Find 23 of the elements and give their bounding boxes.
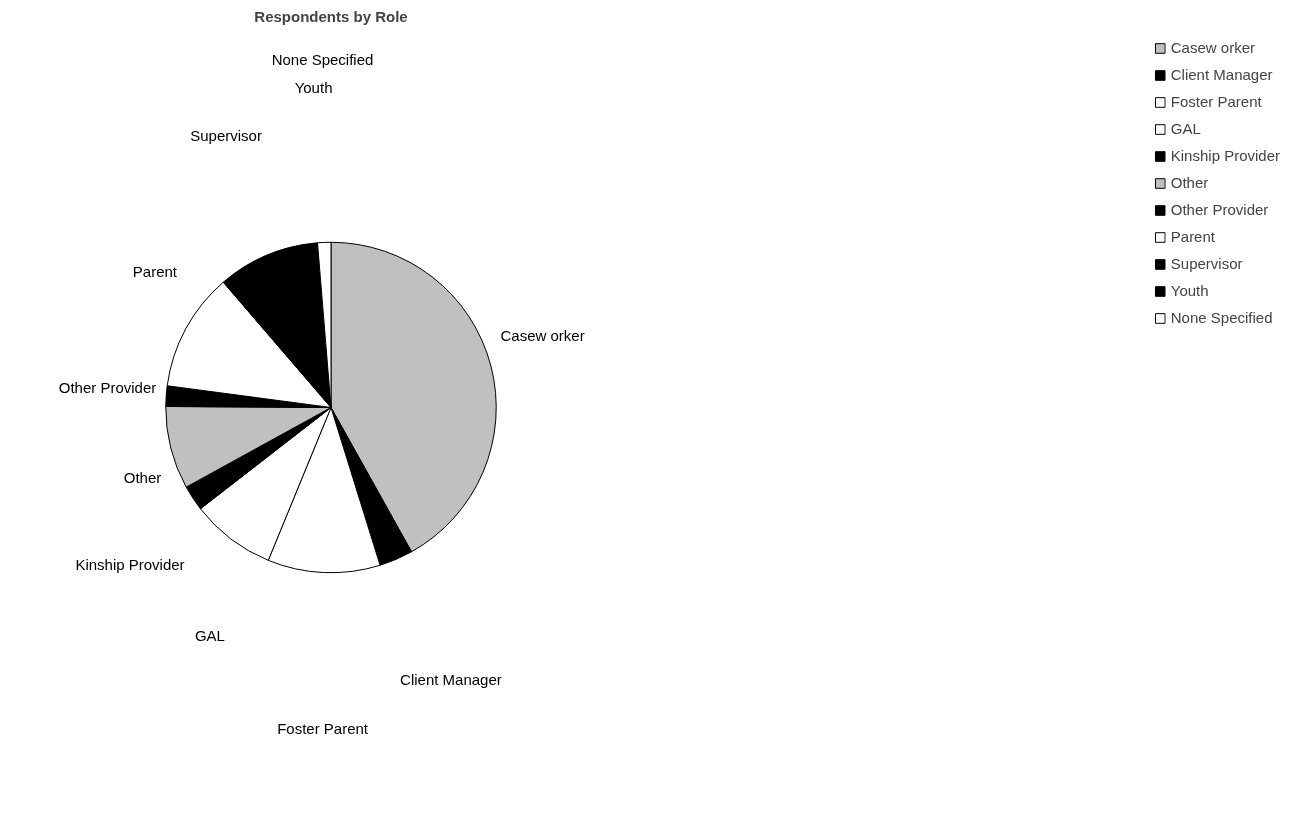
category-label: None Specified (271, 50, 374, 68)
slice-label: Other Provider (58, 379, 157, 397)
legend-label: Other (1170, 174, 1209, 191)
legend-label: Youth (1170, 282, 1209, 299)
slice-label: Other (123, 469, 162, 487)
category-label: Client Manager (400, 670, 502, 688)
category-label: Youth (294, 78, 333, 96)
legend-label: GAL (1170, 120, 1201, 137)
legend-label: Casew orker (1170, 39, 1255, 56)
legend-label: Parent (1170, 228, 1215, 245)
category-label: GAL (194, 626, 225, 644)
legend-label: Kinship Provider (1170, 147, 1280, 164)
slice-label: Parent (132, 262, 178, 280)
legend-label: Client Manager (1170, 66, 1273, 83)
chart-title: Respondents by Role (254, 7, 408, 25)
legend-label: Other Provider (1170, 201, 1269, 218)
legend-label: None Specified (1170, 309, 1273, 326)
legend-label: Supervisor (1170, 255, 1243, 272)
category-label: Foster Parent (277, 720, 369, 738)
slice-label: Casew orker (500, 326, 585, 344)
legend-label: Foster Parent (1170, 93, 1262, 110)
slice-label: Kinship Provider (75, 556, 185, 574)
category-label: Supervisor (190, 127, 262, 145)
